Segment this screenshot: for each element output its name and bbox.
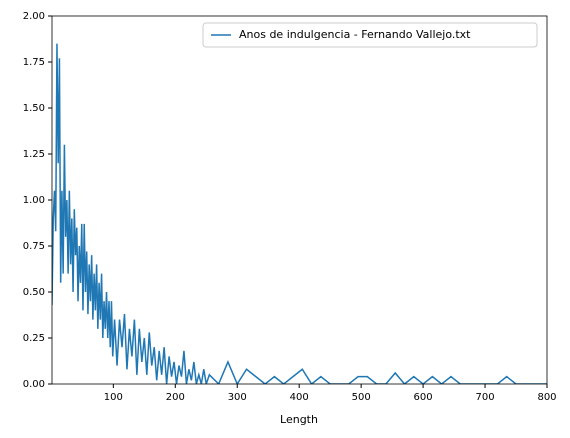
- x-tick-label: 700: [476, 392, 495, 403]
- x-tick-label: 400: [290, 392, 309, 403]
- y-tick-label: 0.25: [23, 333, 45, 344]
- legend-box: [202, 22, 538, 48]
- x-tick-label: 600: [414, 392, 433, 403]
- data-line: [52, 43, 547, 384]
- y-tick-label: 0.00: [23, 379, 45, 390]
- y-tick-label: 0.50: [23, 287, 45, 298]
- x-tick-label: 300: [228, 392, 247, 403]
- x-tick-label: 800: [537, 392, 556, 403]
- x-tick-label: 100: [104, 392, 123, 403]
- axes-frame: [51, 15, 548, 385]
- y-tick-label: 1.50: [23, 103, 45, 114]
- y-tick-label: 1.00: [23, 195, 45, 206]
- y-tick-label: 1.25: [23, 149, 45, 160]
- x-tick-label: 200: [166, 392, 185, 403]
- x-axis-label: Length: [280, 413, 318, 426]
- plot: [52, 43, 547, 384]
- y-tick-label: 2.00: [23, 11, 45, 22]
- y-tick-label: 1.75: [23, 57, 45, 68]
- x-tick-label: 500: [352, 392, 371, 403]
- legend-label: Anos de indulgencia - Fernando Vallejo.t…: [239, 28, 471, 41]
- y-tick-label: 0.75: [23, 241, 45, 252]
